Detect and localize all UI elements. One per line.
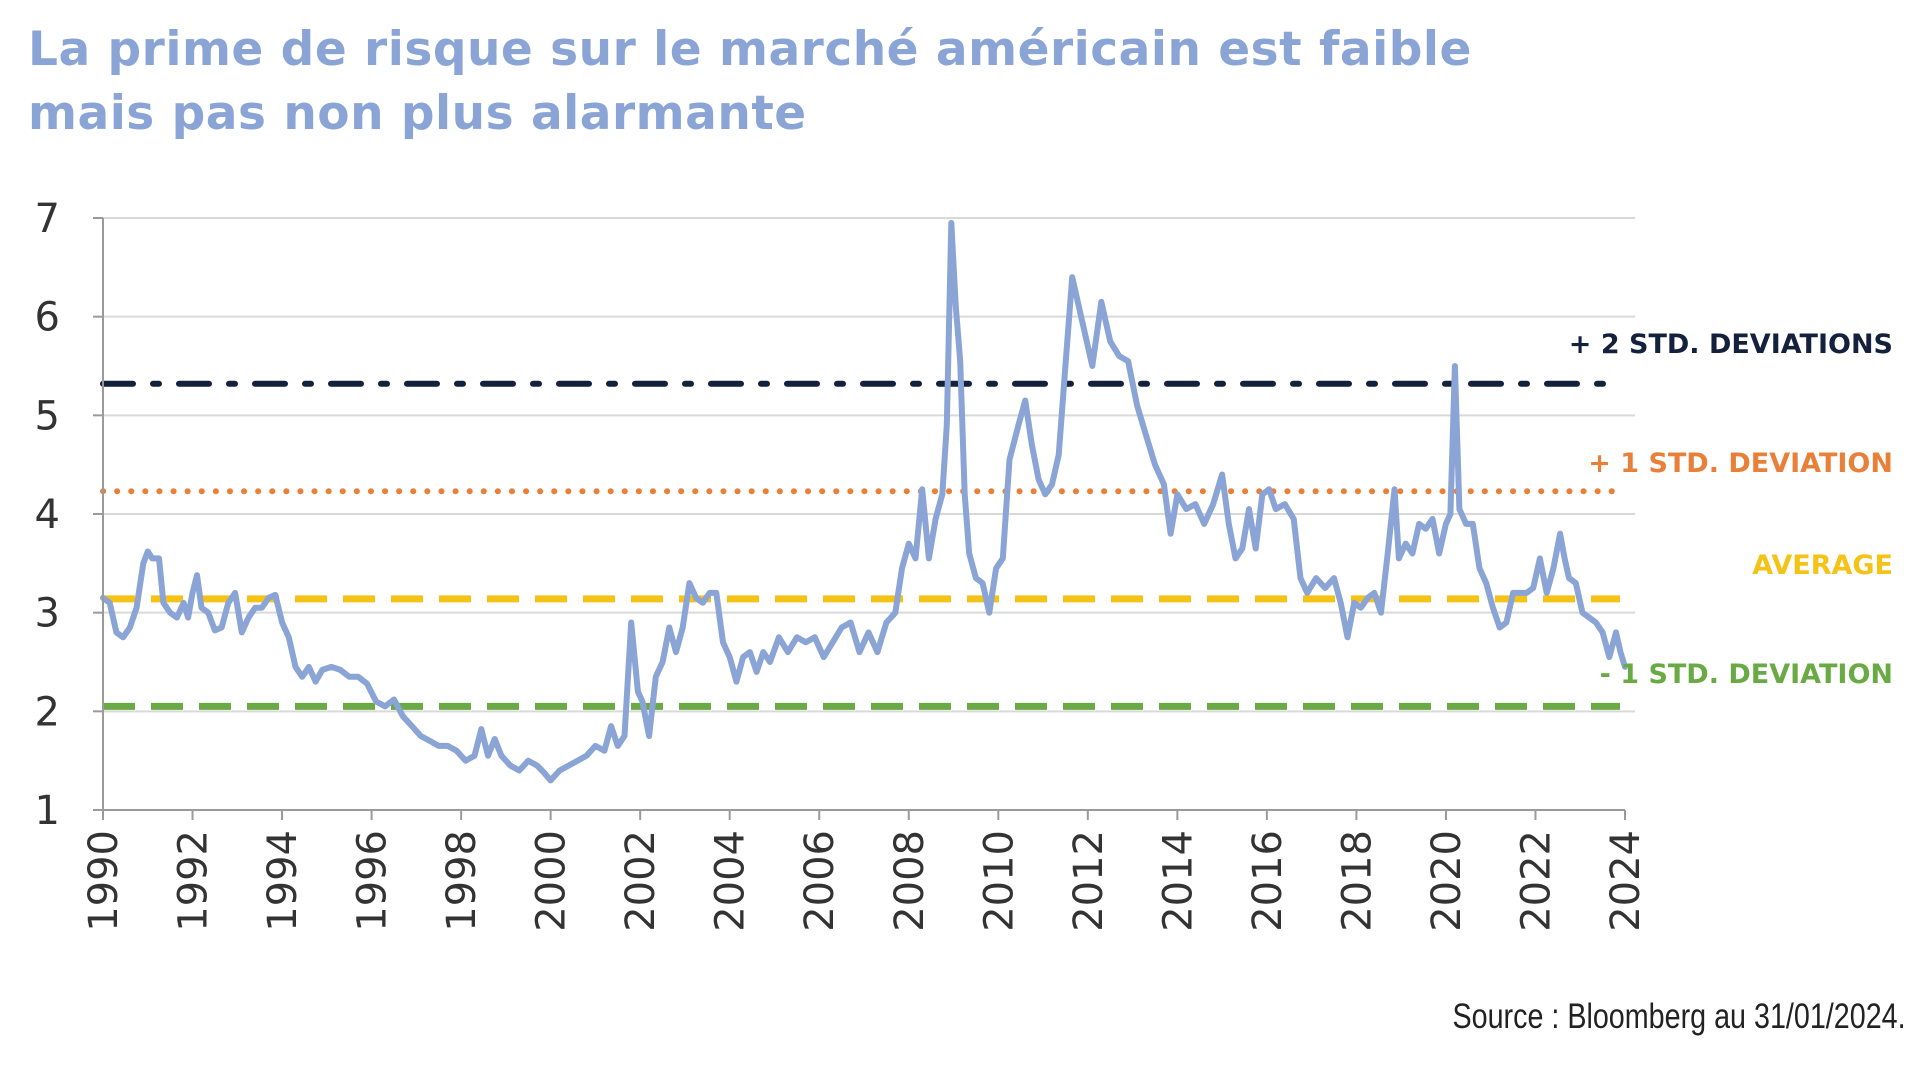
- x-tick-label-2012: 2012: [1066, 830, 1112, 932]
- series-layer: [100, 219, 1628, 784]
- y-tick-label-7: 7: [35, 196, 60, 242]
- chart-title: La prime de risque sur le marché américa…: [28, 18, 1528, 146]
- x-tick-label-1998: 1998: [439, 830, 485, 932]
- x-tick-label-1996: 1996: [350, 830, 396, 932]
- x-tick-label-2024: 2024: [1603, 830, 1649, 932]
- grid: [103, 217, 1635, 713]
- chart-title-line-2: mais pas non plus alarmante: [28, 86, 807, 141]
- reference-label-plus2: + 2 STD. DEVIATIONS: [1569, 329, 1893, 360]
- x-tick-label-2016: 2016: [1245, 830, 1291, 932]
- x-tick-label-2006: 2006: [797, 830, 843, 932]
- source-note: Source : Bloomberg au 31/01/2024.: [1452, 997, 1906, 1036]
- x-axis-ticks: 1990 1992 1994 1996 1998 2000 2002 2004 2006 2008…: [81, 810, 1649, 932]
- x-tick-label-1992: 1992: [171, 830, 217, 932]
- reference-lines: [100, 380, 1623, 710]
- y-tick-label-3: 3: [35, 591, 60, 637]
- series-line-0: [100, 219, 1628, 784]
- reference-label-minus1: - 1 STD. DEVIATION: [1600, 659, 1893, 690]
- y-axis-ticks: 1 2 3 4 5 6 7: [35, 196, 103, 834]
- x-tick-label-1994: 1994: [260, 830, 306, 932]
- x-tick-label-2014: 2014: [1155, 830, 1201, 932]
- x-tick-label-2000: 2000: [529, 830, 575, 932]
- reference-label-plus1: + 1 STD. DEVIATION: [1588, 448, 1893, 479]
- y-tick-label-1: 1: [35, 788, 60, 834]
- x-tick-label-2020: 2020: [1424, 830, 1470, 932]
- reference-labels: + 2 STD. DEVIATIONS + 1 STD. DEVIATION AVE…: [1569, 329, 1893, 690]
- y-tick-label-4: 4: [35, 492, 60, 538]
- reference-label-average: AVERAGE: [1752, 550, 1893, 581]
- x-tick-label-2022: 2022: [1513, 830, 1559, 932]
- y-tick-label-5: 5: [35, 393, 60, 439]
- x-tick-label-2004: 2004: [708, 830, 754, 932]
- x-tick-label-2002: 2002: [618, 830, 664, 932]
- x-tick-label-2010: 2010: [976, 830, 1022, 932]
- y-tick-label-2: 2: [35, 689, 60, 735]
- y-tick-label-6: 6: [35, 295, 60, 341]
- chart-title-line-1: La prime de risque sur le marché américa…: [28, 22, 1472, 77]
- x-tick-label-1990: 1990: [81, 830, 127, 932]
- x-tick-label-2008: 2008: [887, 830, 933, 932]
- x-tick-label-2018: 2018: [1334, 830, 1380, 932]
